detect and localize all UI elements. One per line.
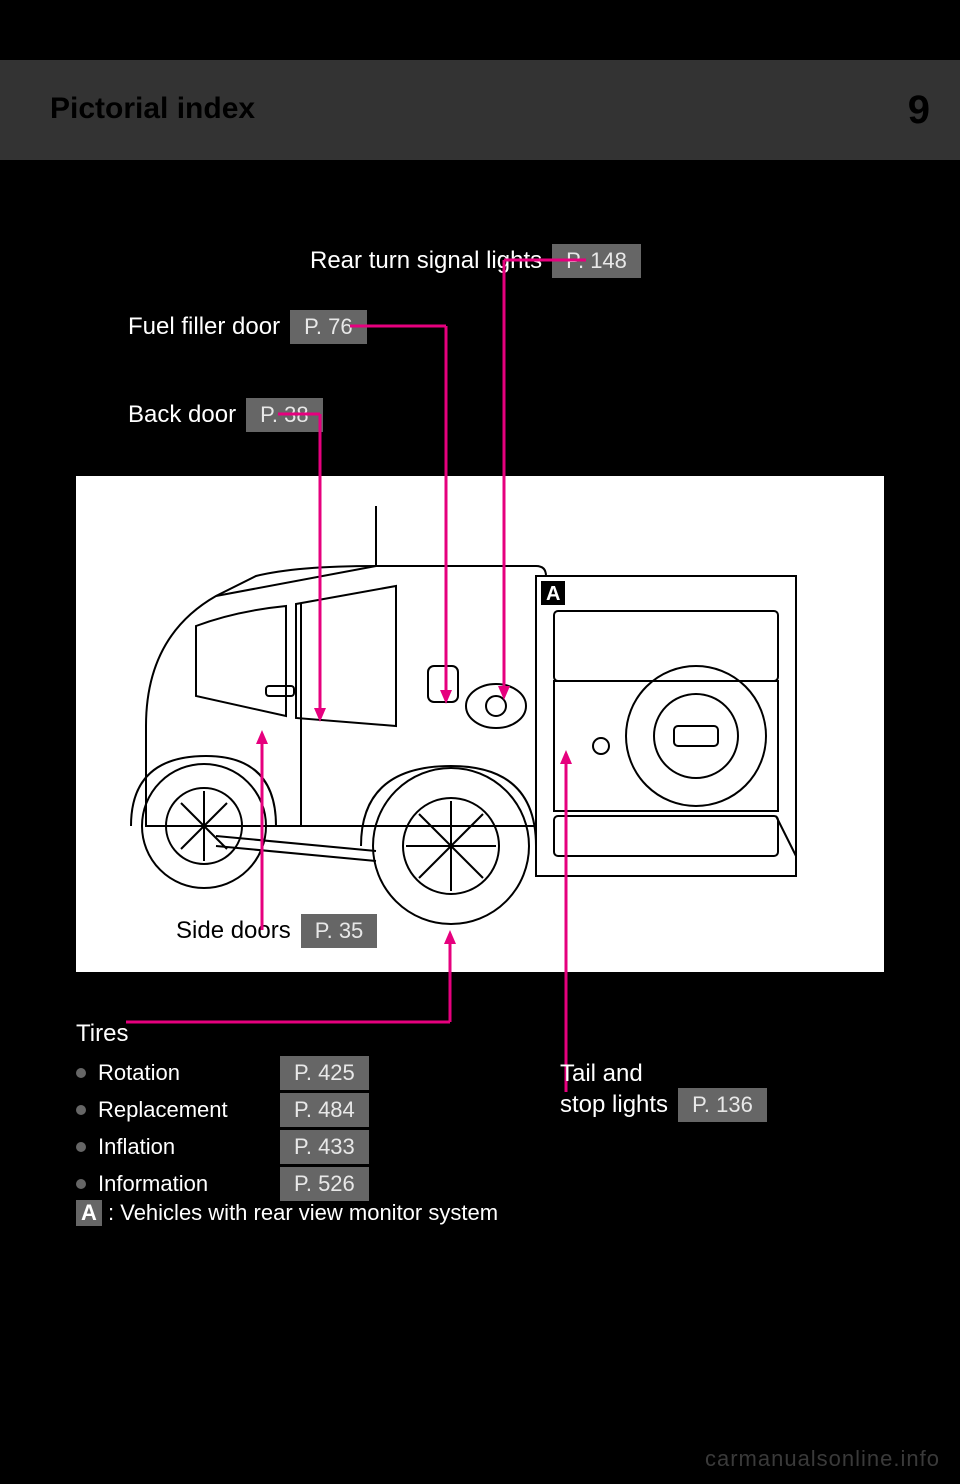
page-ref: P. 35 [301,914,378,948]
tires-row: Rotation P. 425 [76,1056,476,1090]
page-ref: P. 38 [246,398,323,432]
tires-label: Rotation [98,1060,268,1086]
callout-rear-turn: Rear turn signal lights P. 148 [310,244,641,278]
bullet-icon [76,1142,86,1152]
footnote-marker: A [76,1200,102,1226]
page-ref: P. 148 [552,244,641,278]
footnote-text: Vehicles with rear view monitor system [120,1200,498,1225]
tires-label: Replacement [98,1097,268,1123]
bullet-icon [76,1105,86,1115]
header-bar: Pictorial index 9 [0,60,960,160]
page-ref: P. 76 [290,310,367,344]
header-title: Pictorial index [50,92,255,126]
tires-label: Inflation [98,1134,268,1160]
page-ref: P. 136 [678,1088,767,1122]
callout-label: Rear turn signal lights [310,247,542,275]
page: Pictorial index 9 Rear turn signal light… [0,0,960,1484]
callout-back-door: Back door P. 38 [128,398,323,432]
callout-label-line2: stop lights [560,1091,668,1119]
page-ref: P. 526 [280,1167,369,1201]
footnote-colon: : [108,1200,120,1225]
callout-label: Back door [128,401,236,429]
footnote: A: Vehicles with rear view monitor syste… [76,1200,498,1226]
callout-fuel-door: Fuel filler door P. 76 [128,310,367,344]
svg-text:A: A [546,583,560,605]
page-number: 9 [908,88,930,133]
tires-block: Tires Rotation P. 425 Replacement P. 484… [76,1020,476,1204]
watermark: carmanualsonline.info [705,1446,940,1472]
callout-label: Side doors [176,917,291,945]
tires-row: Inflation P. 433 [76,1130,476,1164]
page-ref: P. 484 [280,1093,369,1127]
tires-row: Information P. 526 [76,1167,476,1201]
callout-tail-stop: Tail and stop lights P. 136 [560,1060,767,1122]
callout-side-doors: Side doors P. 35 [176,914,377,948]
vehicle-illustration: A Side doors P. 35 [76,476,884,972]
bullet-icon [76,1068,86,1078]
tires-row: Replacement P. 484 [76,1093,476,1127]
callout-label-line1: Tail and [560,1060,767,1088]
callout-label: Fuel filler door [128,313,280,341]
page-ref: P. 433 [280,1130,369,1164]
page-ref: P. 425 [280,1056,369,1090]
tires-title: Tires [76,1020,476,1048]
bullet-icon [76,1179,86,1189]
tires-label: Information [98,1171,268,1197]
vehicle-svg: A [76,476,884,972]
